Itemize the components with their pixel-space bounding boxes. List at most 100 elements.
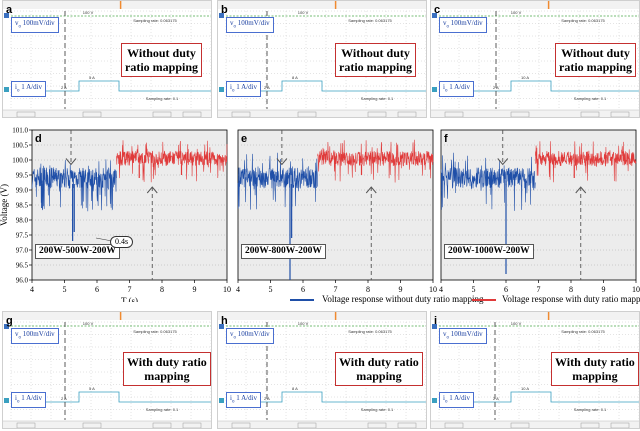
y-tick-label: 100.0 (12, 157, 28, 165)
x-tick-label: 7 (334, 285, 338, 294)
current-low-label: 2 A (61, 85, 67, 90)
x-tick-label: 5 (63, 285, 67, 294)
x-tick-label: 9 (399, 285, 403, 294)
current-channel-label: io 1 A/div (439, 81, 475, 98)
scope-status-box (231, 422, 251, 428)
current-high-label: 8 A (292, 386, 298, 391)
voltage-level-label: 100 V (82, 321, 94, 326)
mapping-box-line: ratio mapping (125, 60, 199, 74)
scope-status-box (397, 422, 417, 428)
current-high-label: 5 A (89, 386, 95, 391)
mapping-status-box: With duty ratio mapping (335, 352, 423, 386)
current-channel-label: io 1 A/div (439, 392, 475, 409)
scope-status-box (367, 111, 387, 117)
current-high-label: 8 A (292, 75, 298, 80)
voltage-channel-label: vo 100mV/div (226, 328, 274, 345)
x-tick-label: 5 (269, 285, 273, 294)
mapping-status-box: Without duty ratio mapping (555, 43, 637, 77)
mapping-box-line: mapping (356, 369, 402, 383)
scope-panel-i: i vo 100mV/div io 1 A/div With duty ratio ma… (430, 311, 640, 429)
sampling-rate-label: Sampling rate: 0.063175 (133, 329, 177, 334)
voltage-chart-svg-f: 4 5 6 7 8 9 10 f (439, 129, 640, 294)
series-line (237, 152, 318, 210)
mapping-box-line: With duty ratio (555, 355, 635, 369)
voltage-plot-d: 4 5 6 7 8 9 10 96.0 96.5 97.0 97.5 98.0 98.5 99.0 99.5… (0, 122, 232, 307)
current-low-label: 2 A (493, 396, 499, 401)
x-tick-label: 7 (537, 285, 541, 294)
voltage-channel-label: vo 100mV/div (11, 17, 59, 34)
mapping-box-line: With duty ratio (127, 355, 207, 369)
scope-current-trace (439, 391, 639, 403)
load-scenario-label: 200W-500W-200W (35, 244, 120, 259)
scope-ch2-marker (219, 87, 224, 92)
scope-status-box (231, 111, 251, 117)
load-scenario-label: 200W-1000W-200W (444, 244, 534, 259)
scope-status-box (297, 422, 317, 428)
scope-current-trace (226, 391, 426, 403)
panel-label-e: e (241, 133, 247, 145)
scope-bottom-bar (431, 421, 639, 428)
current-high-label: 10 A (521, 386, 530, 391)
panel-label-g: g (6, 315, 13, 327)
x-tick-label: 4 (236, 285, 240, 294)
x-axis-label: T (s) (121, 296, 138, 302)
scope-panel-b: b vo 100mV/div io 1 A/div Without duty ratio… (217, 0, 427, 118)
legend-swatch-without (290, 299, 314, 301)
scope-top-bar (431, 312, 639, 320)
sampling-rate-label-2: Sampling rate: 0.1 (360, 96, 394, 101)
sampling-rate-label-2: Sampling rate: 0.1 (360, 407, 394, 412)
sampling-rate-label-2: Sampling rate: 0.1 (573, 96, 607, 101)
x-tick-label: 10 (632, 285, 640, 294)
scope-ch2-marker (432, 87, 437, 92)
x-tick-label: 6 (504, 285, 508, 294)
y-tick-label: 97.5 (16, 232, 29, 240)
sampling-rate-label: Sampling rate: 0.063175 (561, 18, 605, 23)
transition-arrow-head (497, 158, 509, 166)
transition-arrow-head (276, 158, 288, 166)
scope-panel-h: h vo 100mV/div io 1 A/div With duty ratio ma… (217, 311, 427, 429)
voltage-plot-f: 4 5 6 7 8 9 10 f 200W-1000W-200W (437, 122, 640, 302)
scope-bottom-bar (431, 110, 639, 117)
scope-status-box (510, 422, 530, 428)
mapping-box-line: Without duty (127, 46, 196, 60)
scope-status-box (510, 111, 530, 117)
scope-bottom-bar (218, 110, 426, 117)
scope-ch1-marker (4, 13, 9, 18)
mapping-box-line: ratio mapping (339, 60, 413, 74)
scope-status-box (152, 422, 172, 428)
scope-bottom-bar (3, 110, 211, 117)
voltage-channel-label: vo 100mV/div (439, 17, 487, 34)
voltage-channel-label: vo 100mV/div (11, 328, 59, 345)
y-tick-label: 99.5 (16, 172, 29, 180)
scope-status-box (444, 111, 464, 117)
sampling-rate-label: Sampling rate: 0.063175 (348, 18, 392, 23)
scope-top-bar (431, 1, 639, 9)
scope-top-bar (3, 312, 211, 320)
series-line (535, 141, 637, 183)
x-tick-label: 6 (301, 285, 305, 294)
panel-label-a: a (6, 4, 13, 16)
x-tick-label: 8 (160, 285, 164, 294)
mapping-box-line: With duty ratio (339, 355, 419, 369)
scope-status-box (82, 422, 102, 428)
series-line (440, 152, 536, 211)
sampling-rate-label: Sampling rate: 0.063175 (133, 18, 177, 23)
legend-label-with: Voltage response with duty ratio mapping (502, 294, 640, 304)
x-tick-label: 9 (193, 285, 197, 294)
scope-status-box (444, 422, 464, 428)
scope-current-trace (439, 80, 639, 92)
voltage-chart-svg-d: 4 5 6 7 8 9 10 96.0 96.5 97.0 97.5 98.0 98.5 99.0 99.5… (0, 127, 231, 307)
scope-screen-b (218, 1, 426, 117)
scope-status-box (297, 111, 317, 117)
mapping-box-line: mapping (144, 369, 190, 383)
scope-panel-g: g vo 100mV/div io 1 A/div With duty ratio ma… (2, 311, 212, 429)
mapping-box-line: ratio mapping (559, 60, 633, 74)
sampling-rate-label: Sampling rate: 0.063175 (348, 329, 392, 334)
scope-current-trace (226, 80, 426, 92)
scope-bottom-bar (218, 421, 426, 428)
y-tick-label: 96.0 (16, 277, 29, 285)
sampling-rate-label-2: Sampling rate: 0.1 (145, 407, 179, 412)
y-tick-label: 98.5 (16, 202, 29, 210)
scope-screen-c (431, 1, 639, 117)
